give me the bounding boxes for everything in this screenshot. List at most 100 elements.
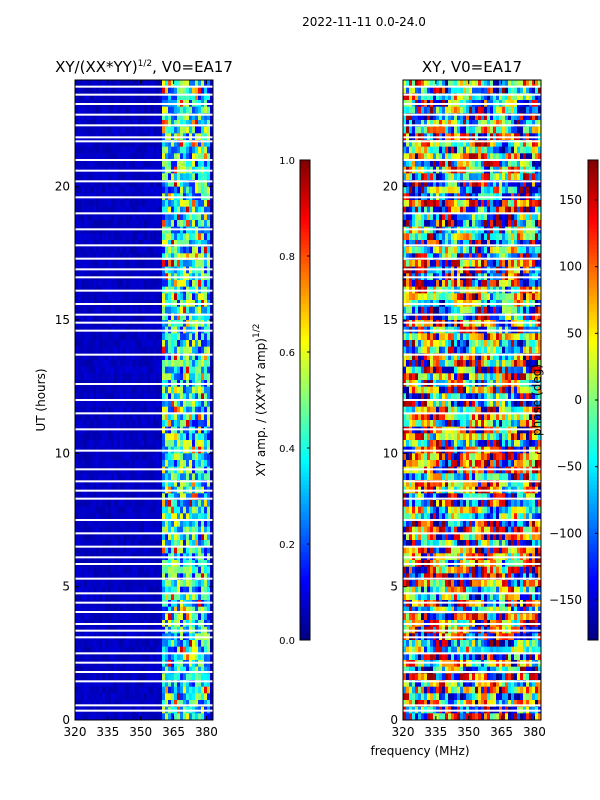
- amplitude-cell: [150, 673, 154, 681]
- amplitude-cell: [105, 393, 109, 401]
- amplitude-cell: [189, 686, 193, 694]
- amplitude-cell: [114, 173, 118, 181]
- amplitude-cell: [207, 340, 211, 348]
- amplitude-cell: [87, 493, 91, 501]
- amplitude-cell: [174, 366, 178, 374]
- amplitude-cell: [207, 400, 211, 408]
- amplitude-cell: [81, 540, 85, 548]
- amplitude-cell: [204, 140, 208, 148]
- amplitude-cell: [165, 713, 169, 721]
- amplitude-cell: [102, 493, 106, 501]
- amplitude-cell: [183, 440, 187, 448]
- amplitude-cell: [144, 546, 148, 554]
- amplitude-cell: [144, 306, 148, 314]
- amplitude-cell: [144, 233, 148, 241]
- amplitude-cell: [192, 366, 196, 374]
- amplitude-cell: [174, 173, 178, 181]
- amplitude-cell: [78, 413, 82, 421]
- amplitude-cell: [117, 80, 121, 88]
- amplitude-cell: [180, 573, 184, 581]
- amplitude-cell: [138, 586, 142, 594]
- amplitude-cell: [207, 526, 211, 534]
- phase-cell: [517, 113, 521, 121]
- amplitude-cell: [144, 246, 148, 254]
- amplitude-cell: [165, 573, 169, 581]
- amplitude-cell: [144, 146, 148, 154]
- amplitude-cell: [183, 213, 187, 221]
- amplitude-cell: [132, 493, 136, 501]
- amplitude-cell: [165, 433, 169, 441]
- amplitude-cell: [129, 126, 133, 134]
- amplitude-cell: [123, 146, 127, 154]
- phase-cell: [409, 120, 413, 128]
- amplitude-cell: [165, 406, 169, 414]
- amplitude-cell: [123, 473, 127, 481]
- amplitude-cell: [147, 313, 151, 321]
- amplitude-cell: [114, 306, 118, 314]
- amplitude-cell: [189, 213, 193, 221]
- amplitude-cell: [159, 126, 163, 134]
- amplitude-cell: [210, 180, 214, 188]
- amplitude-cell: [75, 440, 79, 448]
- amplitude-cell: [180, 93, 184, 101]
- amplitude-colorbar-step: [300, 536, 310, 541]
- amplitude-cell: [198, 700, 202, 708]
- amplitude-cell: [99, 540, 103, 548]
- amplitude-cell: [156, 420, 160, 428]
- amplitude-cell: [102, 653, 106, 661]
- amplitude-cell: [81, 433, 85, 441]
- amplitude-cell: [99, 373, 103, 381]
- amplitude-cell: [96, 366, 100, 374]
- amplitude-cell: [126, 180, 130, 188]
- amplitude-cell: [156, 126, 160, 134]
- amplitude-cell: [90, 406, 94, 414]
- amplitude-cell: [162, 653, 166, 661]
- amplitude-cell: [126, 613, 130, 621]
- flagged-row: [75, 353, 213, 356]
- amplitude-cell: [162, 673, 166, 681]
- amplitude-cell: [180, 533, 184, 541]
- amplitude-cell: [186, 593, 190, 601]
- amplitude-cell: [78, 186, 82, 194]
- amplitude-cell: [186, 640, 190, 648]
- amplitude-cell: [138, 673, 142, 681]
- flagged-row: [75, 652, 213, 655]
- amplitude-cell: [168, 533, 172, 541]
- amplitude-cell: [147, 680, 151, 688]
- phase-cell: [460, 80, 464, 88]
- amplitude-cell: [75, 700, 79, 708]
- amplitude-cell: [105, 106, 109, 114]
- amplitude-cell: [135, 306, 139, 314]
- amplitude-cell: [123, 400, 127, 408]
- amplitude-cell: [81, 246, 85, 254]
- phase-cell: [454, 93, 458, 101]
- amplitude-cell: [78, 293, 82, 301]
- amplitude-cell: [102, 400, 106, 408]
- amplitude-colorbar-step: [300, 328, 310, 333]
- amplitude-cell: [141, 366, 145, 374]
- amplitude-cell: [135, 360, 139, 368]
- phase-cell: [469, 93, 473, 101]
- amplitude-cell: [156, 613, 160, 621]
- amplitude-cell: [147, 113, 151, 121]
- amplitude-cell: [99, 366, 103, 374]
- amplitude-cell: [159, 213, 163, 221]
- amplitude-cell: [81, 500, 85, 508]
- phase-cell: [424, 120, 428, 128]
- amplitude-cell: [114, 293, 118, 301]
- amplitude-cell: [144, 533, 148, 541]
- amplitude-cell: [198, 146, 202, 154]
- amplitude-cell: [78, 393, 82, 401]
- amplitude-cell: [168, 353, 172, 361]
- amplitude-cell: [87, 393, 91, 401]
- amplitude-cell: [147, 340, 151, 348]
- amplitude-cell: [99, 440, 103, 448]
- amplitude-cell: [135, 646, 139, 654]
- amplitude-cell: [105, 666, 109, 674]
- amplitude-cell: [159, 400, 163, 408]
- amplitude-cell: [78, 480, 82, 488]
- amplitude-cell: [96, 666, 100, 674]
- amplitude-cell: [114, 520, 118, 528]
- amplitude-cell: [150, 700, 154, 708]
- amplitude-cell: [171, 126, 175, 134]
